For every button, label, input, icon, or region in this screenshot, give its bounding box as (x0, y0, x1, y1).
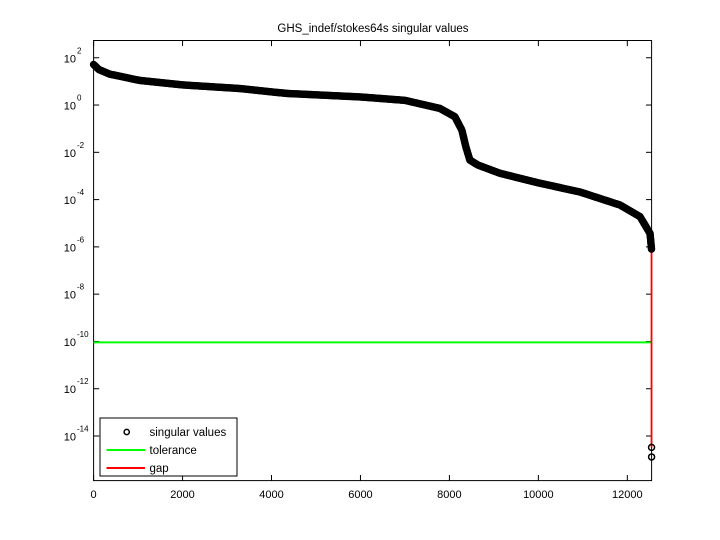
y-tick-label-exponent: -4 (77, 188, 85, 197)
y-tick-label: 10-12 (64, 377, 89, 396)
legend-label: tolerance (150, 445, 197, 457)
y-tick-label-base: 10 (64, 384, 76, 396)
legend-label: gap (150, 463, 169, 475)
x-tick-label: 8000 (437, 489, 461, 501)
y-tick-label-base: 10 (64, 242, 76, 254)
y-tick-label-exponent: 2 (77, 46, 82, 55)
y-tick-label-base: 10 (64, 53, 76, 65)
x-tick-label: 12000 (612, 489, 643, 501)
x-tick-label: 6000 (348, 489, 372, 501)
x-tick-label: 4000 (259, 489, 283, 501)
y-tick-label-base: 10 (64, 290, 76, 302)
y-tick-label-exponent: -8 (77, 283, 85, 292)
y-tick-label-base: 10 (64, 148, 76, 160)
y-tick-label: 10-6 (64, 235, 85, 254)
y-tick-label: 100 (64, 94, 82, 113)
y-tick-label: 10-4 (64, 188, 85, 207)
singular-value-marker (647, 453, 656, 461)
y-tick-label: 102 (64, 46, 82, 65)
plot-area (89, 60, 656, 461)
axes: 0 2000 4000 6000 8000 10000 1200010210010-210-… (64, 40, 653, 501)
legend-marker-icon (123, 428, 131, 436)
y-tick-label: 10-8 (64, 283, 85, 302)
y-tick-label-exponent: -6 (77, 235, 85, 244)
legend-label: singular values (150, 427, 227, 439)
x-tick-label: 2000 (170, 489, 194, 501)
y-tick-label-base: 10 (64, 337, 76, 349)
y-tick-label: 10-14 (64, 425, 89, 444)
singular-value-marker (647, 443, 656, 452)
legend-entry-tolerance: tolerance (106, 445, 197, 457)
y-tick-label-exponent: -14 (77, 425, 89, 434)
singular-values-markers (89, 60, 656, 461)
x-tick-label: 0 (91, 489, 97, 501)
y-tick-label-exponent: -12 (77, 377, 89, 386)
singular-value-marker (647, 245, 656, 253)
chart-title: GHS_indef/stokes64s singular values (277, 23, 468, 35)
y-tick-label-base: 10 (64, 432, 76, 444)
legend: singular values tolerance gap (99, 417, 238, 477)
legend-box (99, 417, 238, 477)
y-tick-label-exponent: -10 (77, 330, 89, 339)
y-tick-label-exponent: -2 (77, 141, 85, 150)
y-tick-label-exponent: 0 (77, 94, 82, 103)
legend-entry-singular-values: singular values (123, 427, 227, 439)
x-tick-label: 10000 (523, 489, 554, 501)
y-tick-label: 10-10 (64, 330, 89, 349)
legend-entry-gap: gap (106, 463, 169, 475)
y-tick-label-base: 10 (64, 101, 76, 113)
y-tick-label-base: 10 (64, 195, 76, 207)
axes-box (93, 40, 653, 482)
y-tick-label: 10-2 (64, 141, 85, 160)
